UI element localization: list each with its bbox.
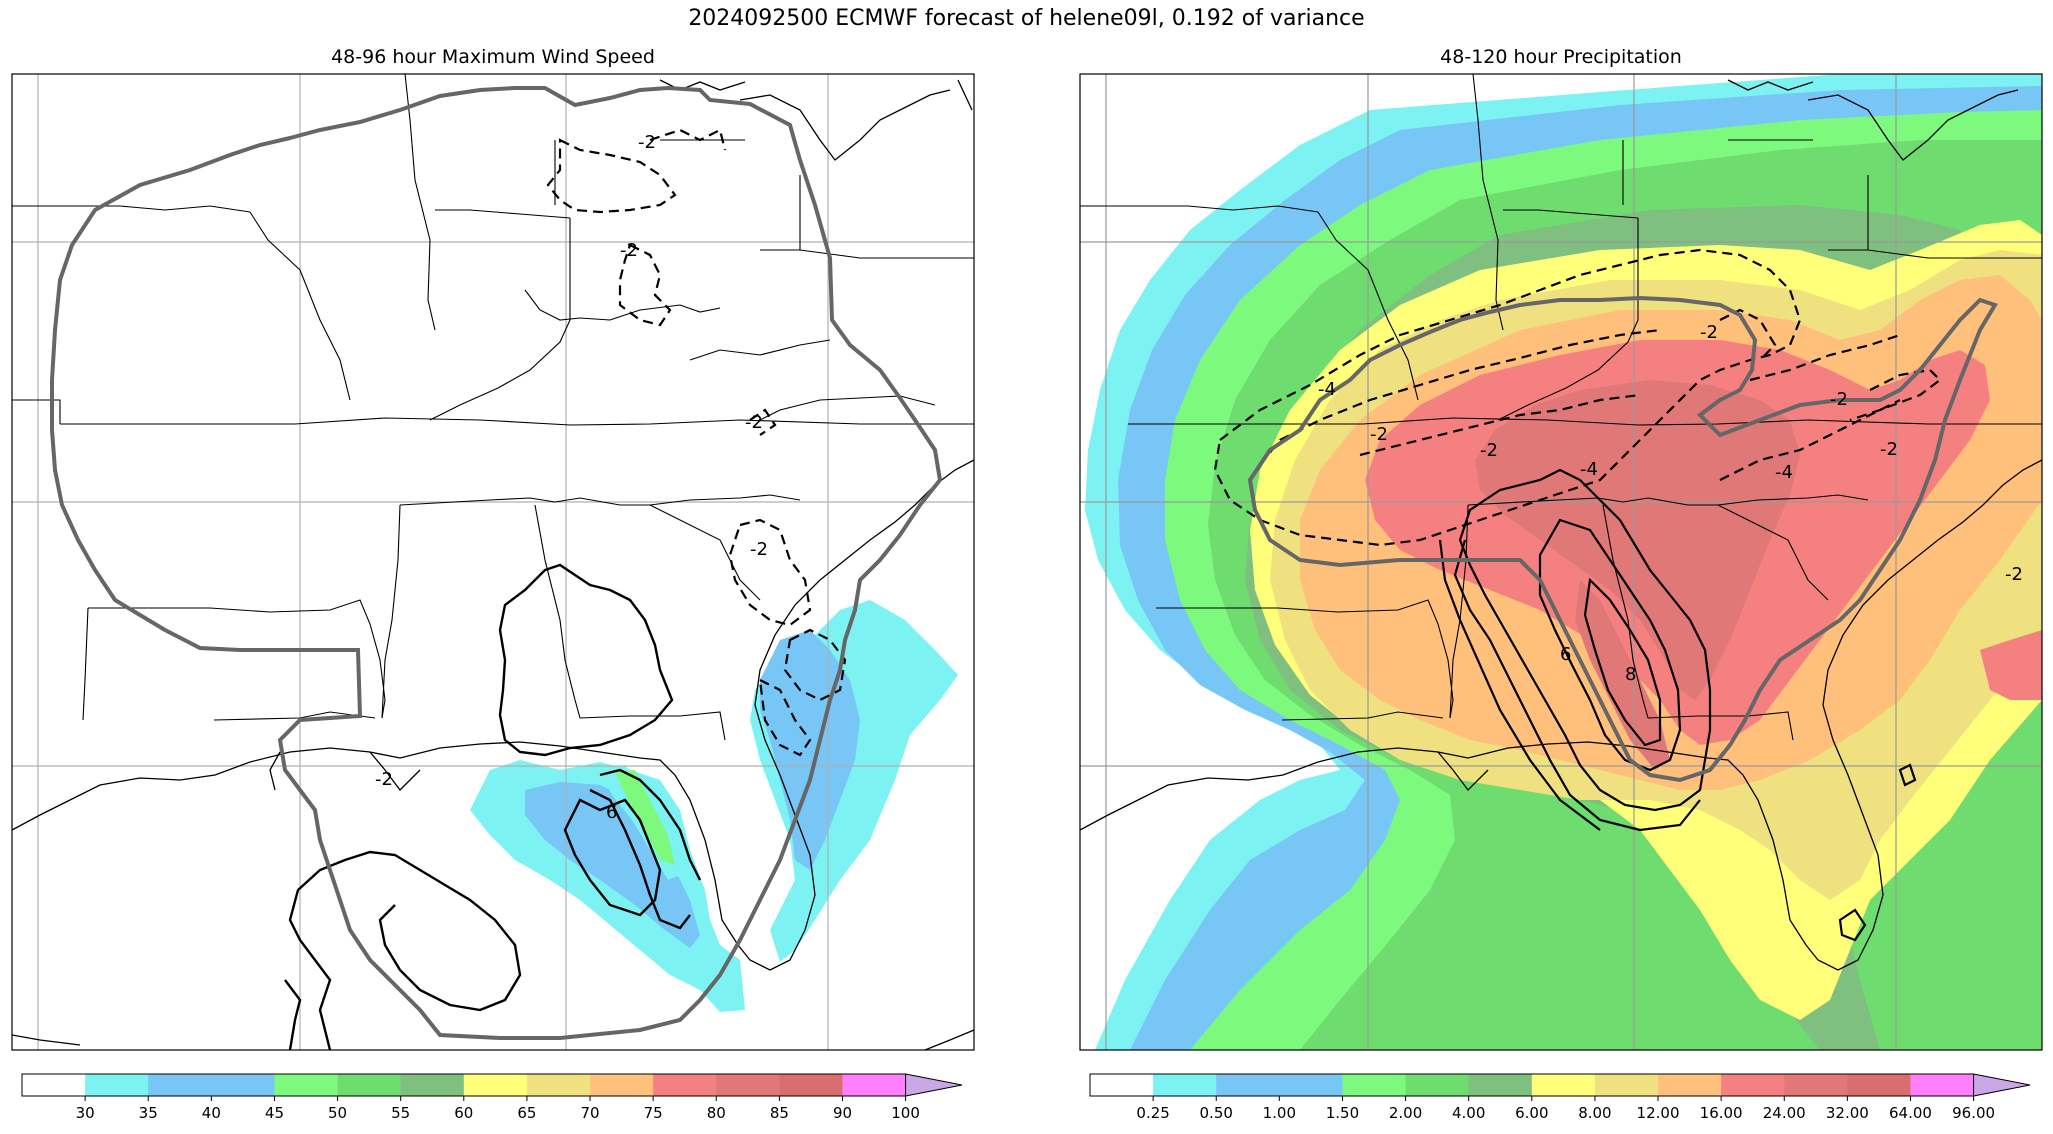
colorbar-segment [1405, 1074, 1470, 1096]
colorbar-segment [1847, 1074, 1911, 1096]
colorbar-segment [1153, 1074, 1217, 1096]
colorbar-tick-label: 4.00 [1452, 1104, 1485, 1122]
right-panel-title: 48-120 hour Precipitation [1440, 46, 1682, 68]
colorbar-segment [1594, 1074, 1659, 1096]
precip-colorbar: 0.25 0.50 1.00 1.50 2.00 4.00 6.00 8.00 12.00 16.… [1089, 1073, 2031, 1122]
colorbar-tick-label: 1.00 [1263, 1104, 1296, 1122]
colorbar-segment [400, 1074, 465, 1096]
colorbar-segment [1531, 1074, 1596, 1096]
colorbar-segment [590, 1074, 654, 1096]
colorbar-segment [211, 1074, 275, 1096]
colorbar-segment [148, 1074, 212, 1096]
colorbar-segment [1784, 1074, 1848, 1096]
contour-labels: -2 -2 -2 -2 -2 6 [375, 132, 768, 823]
colorbar-segment [274, 1074, 339, 1096]
track-envelope [1247, 295, 1998, 783]
colorbar-tick-label: 100 [891, 1104, 920, 1122]
colorbar-tick-label: 90 [833, 1104, 852, 1122]
figure-title: 2024092500 ECMWF forecast of helene09l, … [688, 6, 1365, 31]
colorbar-segment [716, 1074, 780, 1096]
contour-label: -2 [620, 240, 638, 261]
colorbar-extend-arrow [905, 1073, 963, 1097]
colorbar-segment [842, 1074, 907, 1096]
colorbar-segment [1090, 1074, 1154, 1096]
precip-shading [1085, 74, 2042, 1050]
colorbar-tick-label: 50 [328, 1104, 347, 1122]
right-map-frame [1079, 73, 2043, 1051]
colorbar-segment [1468, 1074, 1533, 1096]
colorbar-segment [1910, 1074, 1975, 1096]
solid-contours [1438, 468, 1917, 942]
contour-label: -4 [1580, 459, 1598, 480]
contour-label: -2 [1370, 424, 1388, 445]
colorbar-tick-label: 40 [202, 1104, 221, 1122]
colorbar-tick-label: 0.50 [1200, 1104, 1233, 1122]
contour-label: 8 [1625, 664, 1636, 685]
contour-label: 6 [1560, 644, 1571, 665]
colorbar-tick-label: 24.00 [1763, 1104, 1806, 1122]
colorbar-segment [1342, 1074, 1407, 1096]
contour-label: -2 [1830, 389, 1848, 410]
contour-label: -2 [375, 769, 393, 790]
contour-labels: -2 -2 -4 -2 -4 -2 -2 -4 6 8 -2 [1318, 322, 2023, 685]
left-map-frame [11, 73, 975, 1051]
colorbar-segment [1279, 1074, 1343, 1096]
precip-map: -2 -2 -4 -2 -4 -2 -2 -4 6 8 -2 [1080, 74, 2042, 1050]
colorbar-tick-label: 0.25 [1136, 1104, 1169, 1122]
colorbar-extend-arrow [1973, 1073, 2031, 1097]
colorbar-segment [1658, 1074, 1722, 1096]
contour-label: -2 [638, 132, 656, 153]
left-panel-title: 48-96 hour Maximum Wind Speed [331, 46, 655, 68]
colorbar-tick-label: 16.00 [1700, 1104, 1743, 1122]
contour-label: -2 [1480, 440, 1498, 461]
colorbar-segment [1721, 1074, 1785, 1096]
colorbar-tick-label: 6.00 [1515, 1104, 1548, 1122]
colorbar-tick-label: 45 [265, 1104, 284, 1122]
colorbar-tick-label: 60 [454, 1104, 473, 1122]
colorbar-tick-label: 1.50 [1326, 1104, 1359, 1122]
colorbar-segment [463, 1074, 528, 1096]
contour-label: -2 [1880, 439, 1898, 460]
dashed-contours [546, 128, 847, 757]
colorbar-segment [22, 1074, 86, 1096]
grid-lines [1080, 74, 2042, 1050]
colorbar-tick-label: 96.00 [1952, 1104, 1995, 1122]
coastline [1080, 79, 2042, 971]
colorbar-segment [526, 1074, 591, 1096]
track-envelope [50, 85, 943, 1040]
contour-label: -2 [1700, 322, 1718, 343]
colorbar-tick-label: 80 [707, 1104, 726, 1122]
colorbar-tick-label: 2.00 [1389, 1104, 1422, 1122]
wind-map: -2 -2 -2 -2 -2 6 [12, 74, 974, 1050]
colorbar-segment [1216, 1074, 1280, 1096]
colorbar-segment [337, 1074, 402, 1096]
colorbar-tick-label: 8.00 [1578, 1104, 1611, 1122]
colorbar-segment [85, 1074, 149, 1096]
contour-label: -2 [745, 412, 763, 433]
colorbar-tick-label: 85 [770, 1104, 789, 1122]
colorbar-tick-label: 65 [517, 1104, 536, 1122]
colorbar-segment [779, 1074, 843, 1096]
colorbar-tick-label: 35 [139, 1104, 158, 1122]
contour-label: -2 [750, 539, 768, 560]
colorbar-tick-label: 30 [76, 1104, 95, 1122]
colorbar-tick-label: 12.00 [1637, 1104, 1680, 1122]
wind-colorbar: 30 35 40 45 50 55 60 65 70 75 80 85 90 100 [21, 1073, 963, 1122]
contour-label: -4 [1318, 379, 1336, 400]
colorbar-segment [653, 1074, 717, 1096]
contour-label: -2 [2005, 564, 2023, 585]
colorbar-tick-label: 64.00 [1889, 1104, 1932, 1122]
colorbar-tick-label: 70 [580, 1104, 599, 1122]
solid-contours [284, 563, 702, 1050]
contour-label: 6 [606, 802, 617, 823]
colorbar-tick-label: 55 [391, 1104, 410, 1122]
contour-label: -4 [1775, 462, 1793, 483]
colorbar-tick-label: 32.00 [1826, 1104, 1869, 1122]
colorbar-tick-label: 75 [644, 1104, 663, 1122]
